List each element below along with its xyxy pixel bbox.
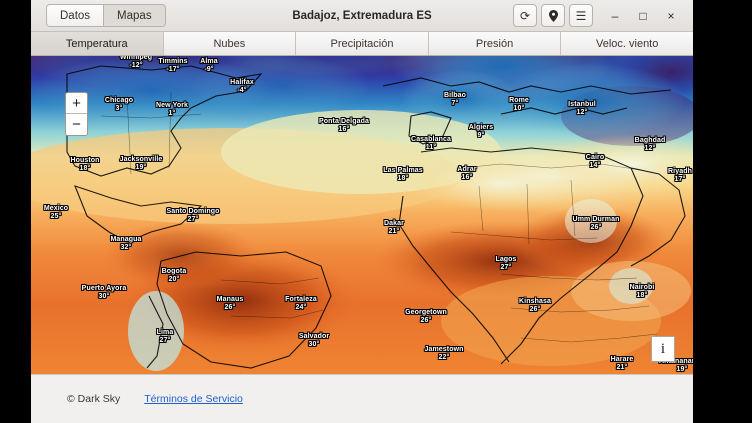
refresh-icon[interactable]: ⟳ (513, 4, 537, 27)
temperature-map[interactable]: + − Winnipeg -12° Timmins -17° Alma -9° Halifa… (31, 56, 693, 374)
zoom-out-button[interactable]: − (66, 114, 87, 135)
location-pin-glyph (548, 9, 558, 22)
copyright-text: © Dark Sky (67, 393, 121, 405)
segment-datos[interactable]: Datos (47, 5, 105, 26)
tab-presion[interactable]: Presión (428, 32, 562, 55)
map-info-button[interactable]: i (651, 336, 675, 362)
map-layer-tabs: Temperatura Nubes Precipitación Presión … (31, 32, 693, 56)
titlebar-actions: ⟳ ☰ – □ × (513, 4, 693, 28)
tab-temperatura[interactable]: Temperatura (31, 32, 164, 55)
weather-app-window: Datos Mapas Badajoz, Extremadura ES ⟳ ☰ … (31, 0, 693, 423)
maximize-icon[interactable]: □ (639, 8, 647, 23)
temperature-heatmap (31, 56, 693, 374)
terms-of-service-link[interactable]: Términos de Servicio (144, 393, 243, 405)
map-zoom-controls[interactable]: + − (65, 92, 88, 136)
hamburger-menu-icon[interactable]: ☰ (569, 4, 593, 27)
footer: © Dark Sky Términos de Servicio (31, 374, 693, 423)
minimize-icon[interactable]: – (611, 8, 619, 23)
tab-nubes[interactable]: Nubes (163, 32, 297, 55)
close-icon[interactable]: × (667, 8, 675, 23)
tab-veloc-viento[interactable]: Veloc. viento (561, 32, 693, 55)
location-pin-icon[interactable] (541, 4, 565, 27)
titlebar: Datos Mapas Badajoz, Extremadura ES ⟳ ☰ … (31, 0, 693, 32)
tab-precipitacion[interactable]: Precipitación (296, 32, 429, 55)
zoom-in-button[interactable]: + (66, 93, 87, 114)
view-segmented-control[interactable]: Datos Mapas (46, 4, 166, 27)
segment-mapas[interactable]: Mapas (117, 9, 152, 22)
